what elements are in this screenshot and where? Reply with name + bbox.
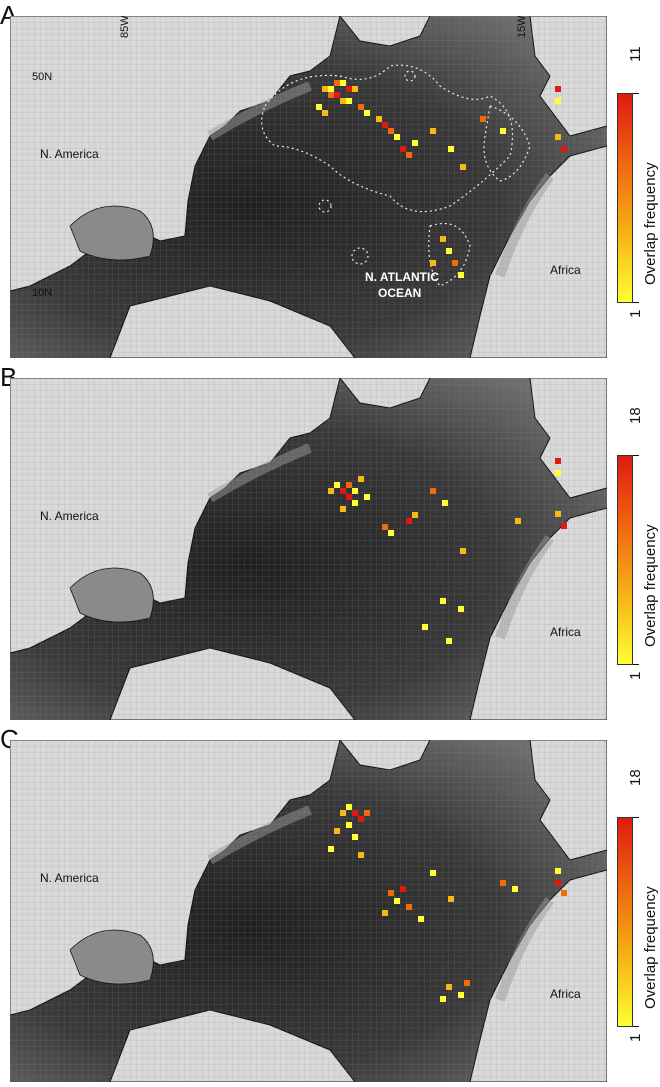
colorbar	[617, 93, 633, 303]
colorbar-max-label: 18	[627, 769, 644, 786]
colorbar-min-label: 1	[627, 671, 644, 680]
label-north-america: N. America	[40, 509, 99, 523]
overlap-cells	[328, 804, 567, 1002]
colorbar-max-label: 18	[627, 407, 644, 424]
colorbar-min-label: 1	[627, 309, 644, 318]
panel-c: C	[0, 724, 660, 1086]
map: N. America Africa N. ATLANTIC OCEAN 50N …	[10, 16, 607, 358]
lat-label-50n: 50N	[32, 71, 52, 83]
panel-b: B	[0, 362, 660, 724]
colorbar-tick	[633, 1026, 639, 1027]
colorbar-min-label: 1	[627, 1033, 644, 1042]
colorbar-tick	[633, 93, 639, 94]
colorbar-tick	[633, 664, 639, 665]
label-north-america: N. America	[40, 871, 99, 885]
map: N. America Africa	[10, 740, 607, 1082]
colorbar-tick	[633, 455, 639, 456]
map-svg: N. America Africa	[10, 378, 607, 720]
map: N. America Africa	[10, 378, 607, 720]
colorbar-tick	[633, 817, 639, 818]
label-ocean-line1: N. ATLANTIC	[365, 270, 439, 284]
lat-label-10n: 10N	[32, 287, 52, 299]
map-svg: N. America Africa N. ATLANTIC OCEAN 50N …	[10, 16, 607, 358]
label-africa: Africa	[550, 263, 581, 277]
colorbar	[617, 455, 633, 665]
label-ocean-line2: OCEAN	[378, 286, 421, 300]
overlap-cells	[328, 458, 567, 644]
lon-label-85w: 85W	[119, 16, 131, 38]
map-svg: N. America Africa	[10, 740, 607, 1082]
colorbar-title: Overlap frequency	[642, 524, 659, 647]
colorbar-tick	[633, 302, 639, 303]
label-africa: Africa	[550, 987, 581, 1001]
overlap-cells	[316, 80, 567, 278]
label-africa: Africa	[550, 625, 581, 639]
colorbar-title: Overlap frequency	[642, 886, 659, 1009]
colorbar-title: Overlap frequency	[642, 162, 659, 285]
lon-label-15w: 15W	[516, 16, 528, 38]
colorbar	[617, 817, 633, 1027]
panel-a: A	[0, 0, 660, 362]
colorbar-max-label: 11	[627, 46, 644, 62]
label-north-america: N. America	[40, 147, 99, 161]
